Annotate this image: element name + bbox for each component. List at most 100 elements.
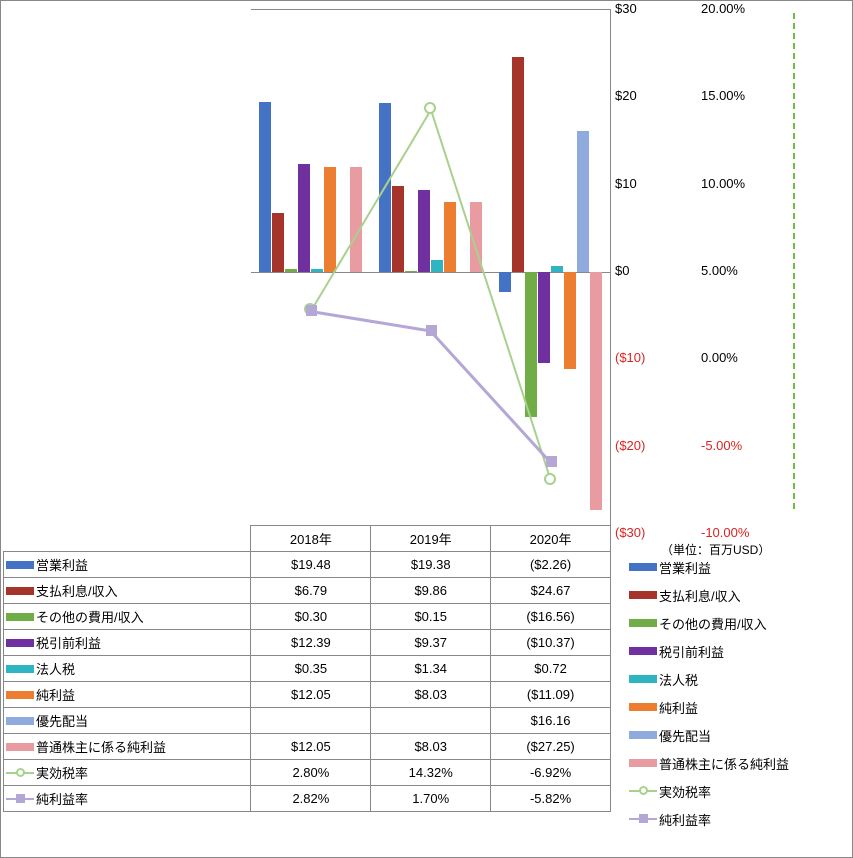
y2-tick: 20.00% (701, 1, 781, 16)
marker-npm (426, 325, 437, 336)
y1-tick: ($10) (615, 350, 669, 365)
legend-item: 支払利息/収入 (629, 581, 849, 609)
cell: $0.72 (491, 656, 611, 682)
bar-nic (350, 167, 362, 272)
cell: $12.39 (251, 630, 371, 656)
marker-etr (424, 102, 436, 114)
table-row: その他の費用/収入$0.30$0.15($16.56) (4, 604, 611, 630)
table-row: 税引前利益$12.39$9.37($10.37) (4, 630, 611, 656)
cell (251, 708, 371, 734)
cell: $16.16 (491, 708, 611, 734)
row-label: 優先配当 (4, 708, 251, 734)
y1-tick: $30 (615, 1, 669, 16)
cell: $6.79 (251, 578, 371, 604)
bar-int (512, 57, 524, 272)
bar-oth (285, 269, 297, 272)
bar-tax (551, 266, 563, 272)
row-label: 営業利益 (4, 552, 251, 578)
y2-tick: -10.00% (701, 525, 781, 540)
cell: $0.30 (251, 604, 371, 630)
cell: 1.70% (371, 786, 491, 812)
legend-label: 普通株主に係る純利益 (659, 754, 789, 773)
year-header: 2018年 (251, 526, 371, 552)
table-row: 純利益$12.05$8.03($11.09) (4, 682, 611, 708)
row-label: 税引前利益 (4, 630, 251, 656)
bar-ni (444, 202, 456, 272)
cell: ($16.56) (491, 604, 611, 630)
bar-oth (405, 271, 417, 272)
table-row: 法人税$0.35$1.34$0.72 (4, 656, 611, 682)
y1-tick: $20 (615, 88, 669, 103)
legend-item: 純利益率 (629, 805, 849, 833)
row-label: 支払利息/収入 (4, 578, 251, 604)
table-row: 実効税率2.80%14.32%-6.92% (4, 760, 611, 786)
y2-tick: -5.00% (701, 438, 781, 453)
cell: ($10.37) (491, 630, 611, 656)
cell: ($27.25) (491, 734, 611, 760)
bar-pbt (538, 272, 550, 363)
cell: $0.35 (251, 656, 371, 682)
row-label: その他の費用/収入 (4, 604, 251, 630)
y1-tick: ($30) (615, 525, 669, 540)
legend-item: 営業利益 (629, 553, 849, 581)
legend-item: 法人税 (629, 665, 849, 693)
cell: $0.15 (371, 604, 491, 630)
legend-label: 優先配当 (659, 726, 711, 745)
marker-npm (546, 456, 557, 467)
legend-item: その他の費用/収入 (629, 609, 849, 637)
bar-ni (564, 272, 576, 369)
legend: 営業利益支払利息/収入その他の費用/収入税引前利益法人税純利益優先配当普通株主に… (629, 553, 849, 833)
line-npm (311, 310, 431, 332)
y2-dashed-line (793, 13, 795, 509)
legend-item: 普通株主に係る純利益 (629, 749, 849, 777)
bar-ni (324, 167, 336, 272)
zero-line (251, 272, 610, 273)
legend-label: 営業利益 (659, 558, 711, 577)
bar-pbt (418, 190, 430, 272)
legend-item: 純利益 (629, 693, 849, 721)
cell: $8.03 (371, 734, 491, 760)
cell: $9.37 (371, 630, 491, 656)
legend-label: 純利益率 (659, 810, 711, 829)
cell: -6.92% (491, 760, 611, 786)
row-label: 普通株主に係る純利益 (4, 734, 251, 760)
y2-tick: 15.00% (701, 88, 781, 103)
cell: 14.32% (371, 760, 491, 786)
plot-area (251, 9, 611, 533)
legend-item: 優先配当 (629, 721, 849, 749)
bar-int (272, 213, 284, 272)
cell (371, 708, 491, 734)
y1-tick: $0 (615, 263, 669, 278)
y2-tick: 5.00% (701, 263, 781, 278)
cell: -5.82% (491, 786, 611, 812)
bar-nic (590, 272, 602, 510)
year-header: 2020年 (491, 526, 611, 552)
y-axis-secondary: 20.00%15.00%10.00%5.00%0.00%-5.00%-10.00… (701, 9, 781, 533)
row-label: 法人税 (4, 656, 251, 682)
cell: ($11.09) (491, 682, 611, 708)
bar-tax (311, 269, 323, 272)
row-label: 純利益 (4, 682, 251, 708)
cell: $8.03 (371, 682, 491, 708)
cell: ($2.26) (491, 552, 611, 578)
y2-tick: 0.00% (701, 350, 781, 365)
table-row: 支払利息/収入$6.79$9.86$24.67 (4, 578, 611, 604)
table-row: 普通株主に係る純利益$12.05$8.03($27.25) (4, 734, 611, 760)
bar-pbt (298, 164, 310, 272)
bar-pd (577, 131, 589, 272)
table-row: 純利益率2.82%1.70%-5.82% (4, 786, 611, 812)
legend-label: 法人税 (659, 670, 698, 689)
cell: $24.67 (491, 578, 611, 604)
legend-label: 純利益 (659, 698, 698, 717)
y1-tick: ($20) (615, 438, 669, 453)
table-row: 優先配当 $16.16 (4, 708, 611, 734)
year-header: 2019年 (371, 526, 491, 552)
bar-op (259, 102, 271, 272)
chart-area: $30$20$10$0($10)($20)($30) 20.00%15.00%1… (1, 1, 852, 541)
marker-etr (544, 473, 556, 485)
cell: $19.38 (371, 552, 491, 578)
cell: $1.34 (371, 656, 491, 682)
cell: $12.05 (251, 682, 371, 708)
cell: $9.86 (371, 578, 491, 604)
y-axis-primary: $30$20$10$0($10)($20)($30) (615, 9, 669, 533)
